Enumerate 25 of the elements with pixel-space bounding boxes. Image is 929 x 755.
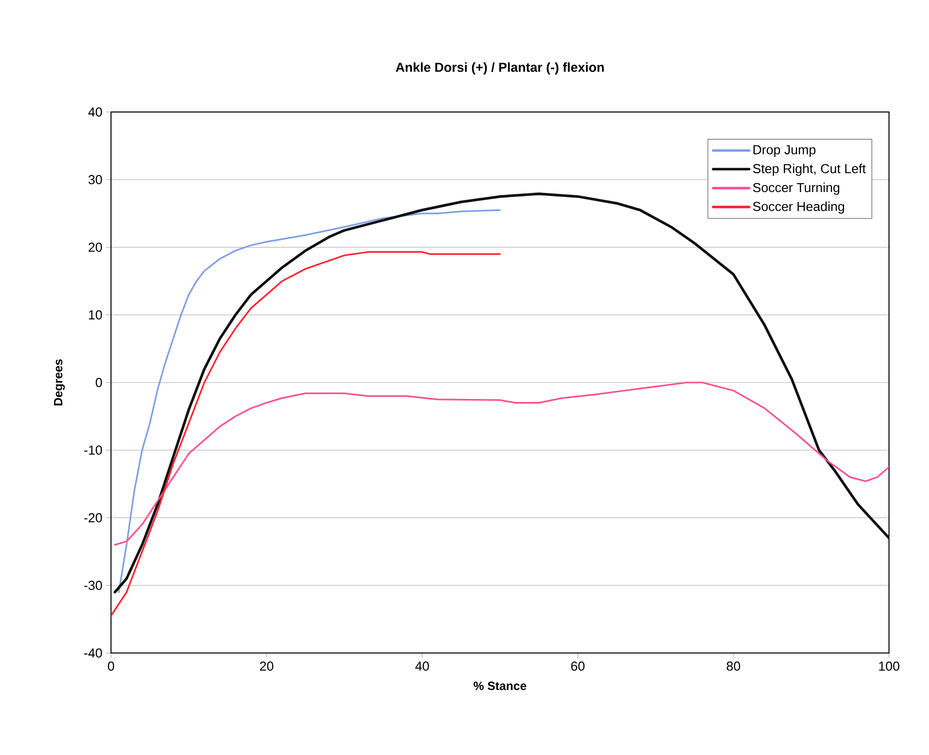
legend-label: Drop Jump — [754, 145, 816, 157]
y-axis-title: Degrees — [54, 359, 65, 406]
x-tick-label: 40 — [415, 662, 429, 671]
x-axis-title: % Stance — [474, 682, 526, 690]
legend-label: Soccer Heading — [753, 202, 844, 214]
y-tick-label: 10 — [88, 310, 102, 320]
y-tick-label: 20 — [88, 242, 102, 252]
legend-label: Soccer Turning — [753, 182, 840, 195]
legend-label: Step Right, Cut Left — [753, 164, 866, 176]
x-tick-label: 100 — [879, 662, 900, 671]
y-tick-label: -30 — [84, 580, 102, 590]
x-tick-label: 20 — [260, 662, 274, 671]
line-series — [118, 209, 501, 593]
line-series — [114, 382, 890, 546]
x-tick-label: 80 — [726, 662, 740, 671]
y-tick-label: -10 — [84, 446, 102, 455]
x-tick-label: 60 — [571, 662, 585, 671]
y-tick-label: 30 — [88, 175, 102, 184]
x-tick-label: 0 — [108, 662, 114, 671]
y-tick-label: -40 — [84, 648, 102, 658]
y-tick-label: 0 — [96, 378, 102, 388]
chart-title: Ankle Dorsi (+) / Plantar (-) flexion — [396, 62, 604, 74]
y-tick-label: -20 — [84, 513, 102, 522]
y-tick-label: 40 — [88, 107, 102, 117]
line-series — [111, 251, 501, 617]
